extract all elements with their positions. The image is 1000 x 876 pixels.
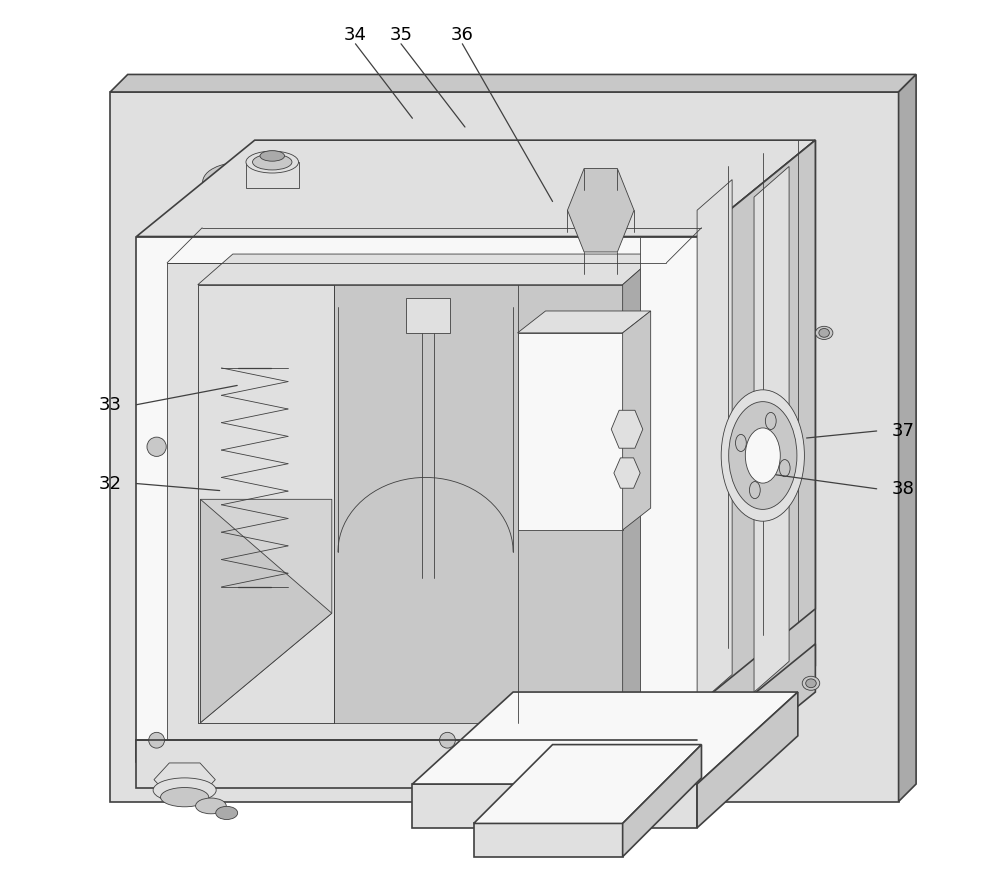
Text: 37: 37 [891,422,914,440]
Ellipse shape [579,193,622,228]
Polygon shape [406,298,450,333]
Text: 36: 36 [451,26,474,44]
Polygon shape [110,92,899,802]
Polygon shape [697,140,815,762]
Ellipse shape [617,416,637,442]
Polygon shape [474,745,701,823]
Polygon shape [136,237,697,762]
Polygon shape [899,74,916,802]
Text: 35: 35 [390,26,413,44]
Polygon shape [474,823,623,857]
Ellipse shape [815,326,833,340]
Polygon shape [200,499,332,723]
Polygon shape [198,254,658,285]
Polygon shape [697,692,798,828]
Ellipse shape [571,187,631,235]
Polygon shape [623,745,701,857]
Polygon shape [154,763,215,796]
Text: 34: 34 [344,26,367,44]
Text: 33: 33 [99,396,122,413]
Ellipse shape [765,413,776,429]
Ellipse shape [153,778,216,802]
Ellipse shape [667,169,745,208]
Ellipse shape [619,463,635,484]
Ellipse shape [745,428,780,484]
Polygon shape [110,74,916,92]
Polygon shape [567,168,634,252]
Ellipse shape [749,482,760,498]
Polygon shape [200,499,332,723]
Ellipse shape [147,437,166,456]
Polygon shape [167,263,666,740]
Ellipse shape [806,679,816,688]
Ellipse shape [440,732,455,748]
Polygon shape [754,166,789,692]
Ellipse shape [735,434,746,451]
Polygon shape [697,140,815,705]
Ellipse shape [779,460,790,477]
Ellipse shape [203,162,307,215]
Polygon shape [412,784,697,828]
Polygon shape [136,740,697,788]
Polygon shape [697,180,732,705]
Polygon shape [136,140,815,237]
Polygon shape [611,410,643,449]
Polygon shape [623,254,658,723]
Ellipse shape [216,169,294,208]
Polygon shape [518,333,623,530]
Ellipse shape [729,402,797,510]
Polygon shape [623,311,651,530]
Polygon shape [697,644,815,788]
Ellipse shape [654,162,758,215]
Polygon shape [614,458,640,488]
Text: 32: 32 [99,475,122,492]
Polygon shape [246,162,299,188]
Ellipse shape [721,390,804,521]
Ellipse shape [819,328,829,337]
Ellipse shape [216,806,238,820]
Polygon shape [198,285,623,723]
Ellipse shape [196,798,226,814]
Polygon shape [412,692,798,784]
Ellipse shape [575,189,627,231]
Polygon shape [518,311,651,333]
Ellipse shape [260,151,285,161]
Ellipse shape [802,676,820,690]
Ellipse shape [161,788,209,807]
Text: 38: 38 [892,480,914,498]
Ellipse shape [253,154,292,170]
Polygon shape [640,237,697,762]
Ellipse shape [246,151,299,173]
Ellipse shape [149,732,164,748]
Polygon shape [198,285,334,723]
